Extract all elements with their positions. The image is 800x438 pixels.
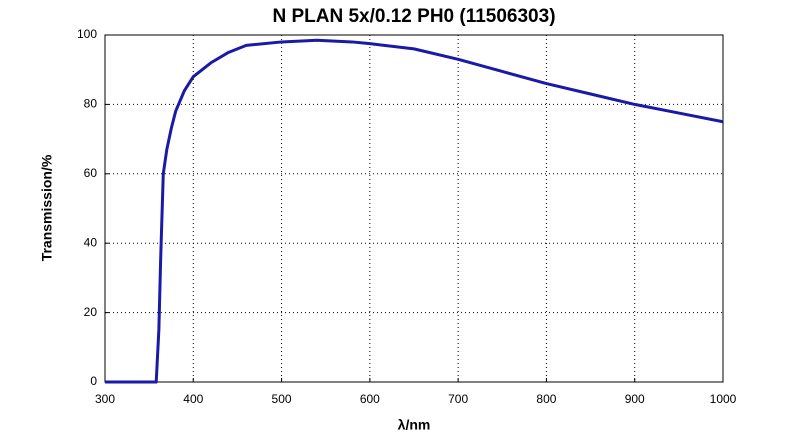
x-tick-label: 300 bbox=[95, 392, 115, 406]
x-tick-label: 800 bbox=[536, 392, 556, 406]
x-tick-label: 500 bbox=[272, 392, 292, 406]
y-tick-label: 20 bbox=[84, 305, 98, 319]
y-axis-label: Transmission/% bbox=[39, 154, 55, 261]
x-tick-label: 400 bbox=[183, 392, 203, 406]
chart-title: N PLAN 5x/0.12 PH0 (11506303) bbox=[272, 6, 555, 27]
x-tick-label: 900 bbox=[625, 392, 645, 406]
x-tick-label: 1000 bbox=[710, 392, 737, 406]
x-axis-label: λ/nm bbox=[398, 417, 431, 433]
y-tick-label: 80 bbox=[84, 97, 98, 111]
y-tick-label: 60 bbox=[84, 166, 98, 180]
y-tick-label: 0 bbox=[90, 374, 97, 388]
y-tick-label: 40 bbox=[84, 235, 98, 249]
x-tick-label: 600 bbox=[360, 392, 380, 406]
x-tick-label: 700 bbox=[448, 392, 468, 406]
plot-frame bbox=[104, 34, 724, 383]
y-tick-label: 100 bbox=[77, 27, 97, 41]
data-line bbox=[105, 38, 724, 384]
